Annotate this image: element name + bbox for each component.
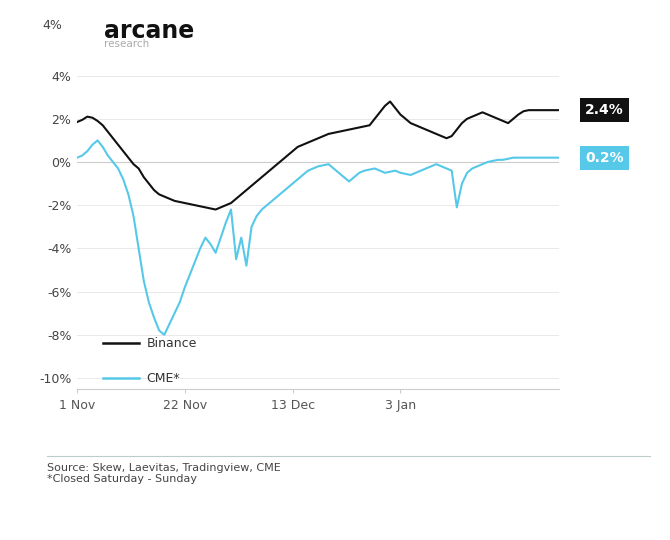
Text: research: research bbox=[104, 39, 149, 49]
Text: 0.2%: 0.2% bbox=[585, 151, 624, 165]
Text: 2.4%: 2.4% bbox=[585, 103, 624, 117]
Text: arcane: arcane bbox=[104, 19, 194, 43]
Text: Source: Skew, Laevitas, Tradingview, CME
*Closed Saturday - Sunday: Source: Skew, Laevitas, Tradingview, CME… bbox=[47, 463, 281, 484]
Text: Binance: Binance bbox=[146, 337, 197, 350]
Text: 4%: 4% bbox=[42, 19, 62, 32]
Text: CME*: CME* bbox=[146, 372, 180, 384]
